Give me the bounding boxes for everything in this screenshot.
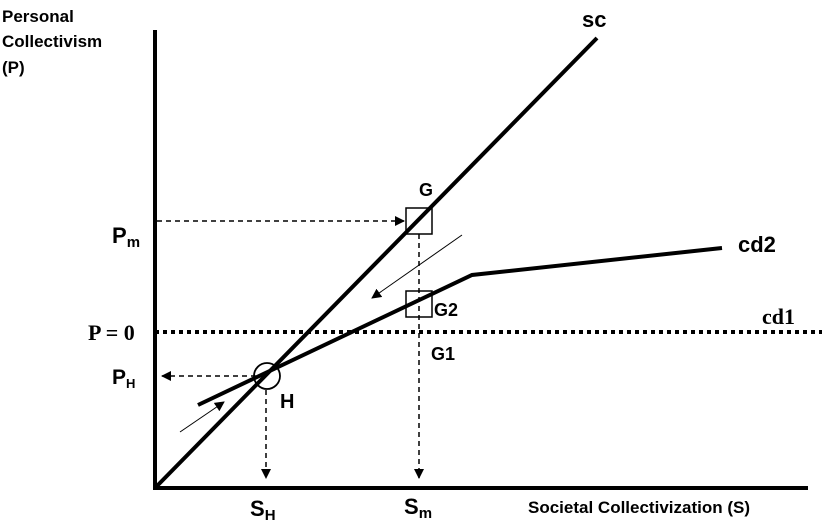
h-label: H — [280, 391, 294, 413]
sm-label: Sm — [404, 494, 432, 522]
sh-main: S — [250, 496, 265, 521]
downward-adjust-arrow — [371, 234, 463, 299]
ph-sub: H — [126, 376, 135, 391]
cd1-label: cd1 — [762, 304, 795, 329]
cd2-label: cd2 — [738, 232, 776, 257]
pm-label: Pm — [112, 223, 140, 251]
p-zero-label: P = 0 — [88, 320, 135, 345]
h-marker — [253, 362, 281, 390]
g2-marker — [405, 290, 433, 318]
sm-main: S — [404, 494, 419, 519]
y-axis-title-line-2: Collectivism — [2, 32, 102, 51]
y-axis-title-line-3: (P) — [2, 58, 25, 77]
g1-label: G1 — [431, 344, 455, 364]
y-axis-title-line-1: Personal — [2, 7, 74, 26]
cd2-line — [197, 246, 723, 407]
sh-label: SH — [250, 496, 276, 522]
sc-label: sc — [582, 7, 606, 32]
g2-label: G2 — [434, 300, 458, 320]
pm-sub: m — [127, 234, 140, 251]
ph-main: P — [112, 366, 126, 389]
g-label: G — [419, 180, 433, 200]
ph-label: PH — [112, 366, 135, 391]
upward-adjust-arrow — [179, 401, 225, 433]
sh-sub: H — [265, 507, 276, 522]
x-axis-title: Societal Collectivization (S) — [528, 498, 750, 517]
g-marker — [405, 207, 433, 235]
y-axis-title: Personal Collectivism (P) — [2, 7, 107, 77]
sm-sub: m — [419, 505, 432, 522]
sc-line — [153, 36, 599, 490]
pm-main: P — [112, 223, 127, 248]
